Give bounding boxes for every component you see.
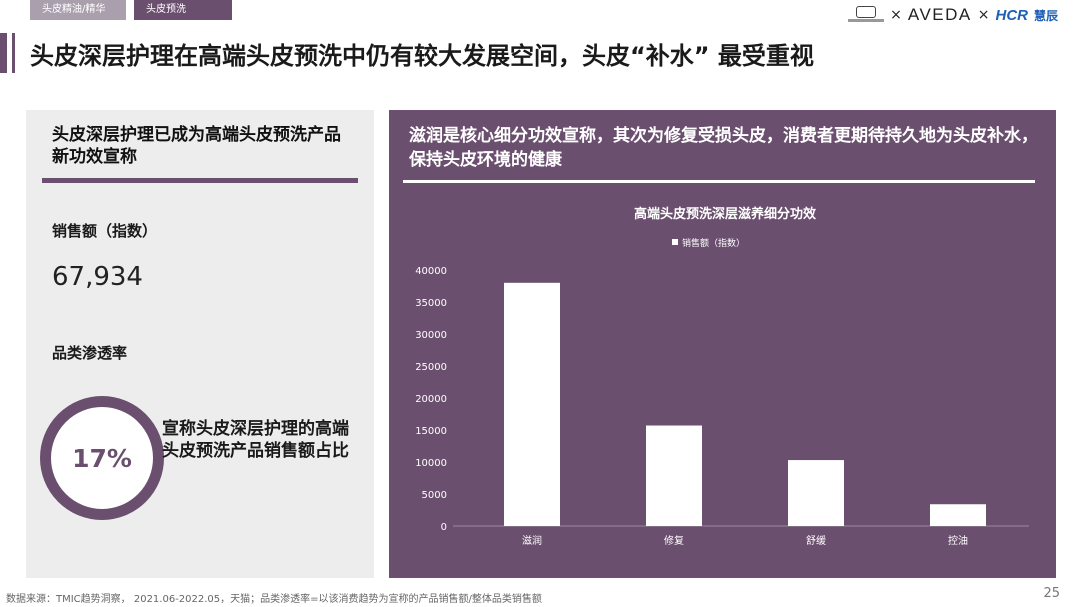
penetration-value: 17% — [72, 443, 132, 473]
bar-舒缓 — [788, 460, 844, 526]
y-tick-label: 35000 — [415, 298, 447, 309]
legend-label: 销售额（指数） — [682, 237, 745, 249]
y-tick-label: 15000 — [415, 426, 447, 437]
legend-swatch — [672, 239, 678, 245]
y-tick-label: 40000 — [415, 266, 447, 277]
page-number: 25 — [1043, 586, 1060, 601]
x-tick-label: 控油 — [948, 534, 968, 547]
tab-scalp-oil-essence[interactable]: 头皮精油/精华 — [30, 0, 126, 20]
data-source-footnote: 数据来源：TMIC趋势洞察， 2021.06-2022.05，天猫；品类渗透率=… — [6, 594, 542, 605]
y-tick-label: 25000 — [415, 362, 447, 373]
bar-修复 — [646, 425, 702, 526]
times-symbol-2: × — [977, 7, 990, 23]
right-panel-divider — [403, 180, 1035, 183]
right-panel-heading: 滋润是核心细分功效宣称，其次为修复受损头皮，消费者更期待持久地为头皮补水，保持头… — [409, 126, 1038, 170]
sales-value: 67,934 — [52, 262, 143, 292]
y-tick-label: 20000 — [415, 394, 447, 405]
page-title: 头皮深层护理在高端头皮预洗中仍有较大发展空间，头皮“补水” 最受重视 — [30, 42, 814, 70]
sales-label: 销售额（指数） — [52, 222, 158, 240]
aveda-logo: AVEDA — [907, 5, 972, 24]
penetration-ring: 17% — [40, 396, 164, 520]
tab-bar: 头皮精油/精华 头皮预洗 — [30, 0, 232, 20]
right-panel: 滋润是核心细分功效宣称，其次为修复受损头皮，消费者更期待持久地为头皮补水，保持头… — [389, 110, 1056, 578]
y-tick-label: 5000 — [422, 490, 447, 501]
tmic-logo-icon — [848, 6, 885, 24]
left-panel-heading: 头皮深层护理已成为高端头皮预洗产品新功效宣称 — [52, 125, 341, 167]
x-tick-label: 滋润 — [522, 534, 542, 547]
bar-滋润 — [504, 282, 560, 526]
left-panel: 头皮深层护理已成为高端头皮预洗产品新功效宣称 销售额（指数） 67,934 品类… — [26, 110, 374, 578]
y-tick-label: 0 — [441, 522, 447, 533]
hcr-logo-cn: 慧辰 — [1033, 8, 1058, 23]
title-accent-bar-thin — [12, 33, 15, 73]
title-accent-bar — [0, 33, 7, 73]
bar-控油 — [930, 504, 986, 526]
chart-title: 高端头皮预洗深层滋养细分功效 — [634, 206, 817, 222]
hcr-logo: HCR — [995, 6, 1028, 24]
x-tick-label: 舒缓 — [806, 534, 826, 547]
penetration-description: 宣称头皮深层护理的高端头皮预洗产品销售额占比 — [162, 419, 349, 461]
left-panel-divider — [42, 178, 358, 183]
penetration-label: 品类渗透率 — [52, 344, 128, 362]
y-tick-label: 30000 — [415, 330, 447, 341]
partner-logos: × AVEDA × HCR 慧辰 — [848, 4, 1058, 26]
tab-scalp-pre-wash[interactable]: 头皮预洗 — [134, 0, 232, 20]
y-tick-label: 10000 — [415, 458, 447, 469]
x-tick-label: 修复 — [664, 534, 684, 547]
times-symbol: × — [890, 7, 902, 23]
